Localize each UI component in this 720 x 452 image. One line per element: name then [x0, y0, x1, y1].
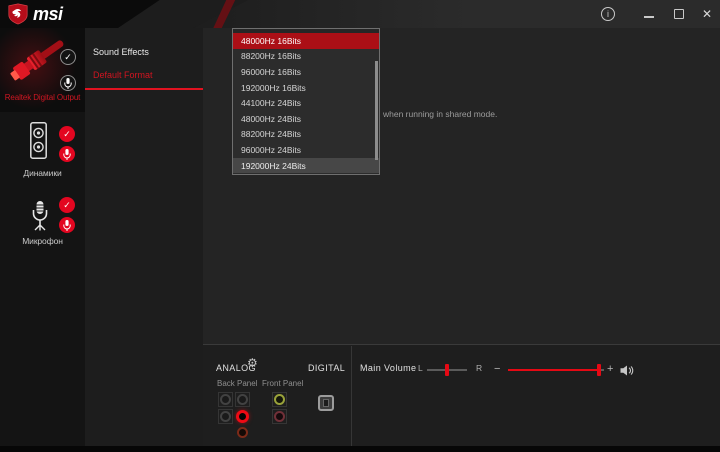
msi-shield-icon: [8, 3, 28, 25]
format-description-text: when running in shared mode.: [383, 109, 498, 119]
dropdown-option-label: 88200Hz 16Bits: [241, 51, 302, 62]
back-jack-3[interactable]: [218, 409, 233, 424]
jack-ring: [220, 394, 231, 405]
default-comm-device-badge: [60, 75, 76, 91]
default-comm-device-badge: [59, 217, 75, 233]
jack-ring: [237, 427, 248, 438]
tab-sound-effects[interactable]: Sound Effects: [93, 47, 149, 57]
device-label: Динамики: [23, 168, 62, 178]
jack-ring: [274, 411, 285, 422]
dropdown-option[interactable]: 88200Hz 16Bits: [233, 49, 379, 65]
gear-icon: ⚙: [247, 356, 258, 370]
check-icon: ✓: [63, 199, 71, 210]
dropdown-option[interactable]: 96000Hz 24Bits: [233, 142, 379, 158]
dropdown-option[interactable]: 192000Hz 16Bits: [233, 80, 379, 96]
device-sidebar: ✓ Realtek Digital Output ✓: [0, 28, 85, 446]
main-volume-label: Main Volume: [360, 363, 417, 373]
back-panel-label: Back Panel: [217, 379, 258, 388]
front-jack-mic[interactable]: [272, 409, 287, 424]
digital-port-inner: [323, 399, 329, 407]
dropdown-partial-item[interactable]: [233, 29, 379, 33]
tab-default-format[interactable]: Default Format: [93, 70, 153, 80]
front-panel-label: Front Panel: [262, 379, 304, 388]
microphone-icon: [32, 201, 48, 231]
close-icon: ✕: [701, 7, 713, 21]
active-jack-ring: [236, 410, 249, 423]
balance-left-label: L: [418, 363, 423, 373]
msi-logo: msi: [7, 3, 63, 25]
close-button[interactable]: ✕: [694, 0, 720, 28]
dropdown-option-label: 192000Hz 24Bits: [241, 160, 306, 171]
digital-port-icon[interactable]: [318, 395, 334, 411]
titlebar: msi i ✕: [0, 0, 720, 28]
dropdown-option[interactable]: 44100Hz 24Bits: [233, 95, 379, 111]
check-icon: ✓: [63, 128, 71, 139]
mic-badge-icon: [63, 219, 71, 231]
dropdown-option-label: 88200Hz 24Bits: [241, 129, 302, 140]
optical-plug-icon: [10, 40, 64, 81]
jack-ring: [237, 394, 248, 405]
digital-section-label: DIGITAL: [308, 363, 346, 373]
dropdown-option[interactable]: 88200Hz 24Bits: [233, 127, 379, 143]
sidebar-item-speakers[interactable]: ✓ Динамики: [0, 112, 85, 190]
jack-and-volume-panel: ANALOG ⚙ DIGITAL Back Panel Front Panel …: [203, 344, 720, 446]
device-label: Микрофон: [22, 236, 63, 246]
main-content: when running in shared mode. 48000Hz 16B…: [203, 28, 720, 344]
bottom-edge-strip: [0, 446, 720, 452]
dropdown-option[interactable]: 96000Hz 16Bits: [233, 64, 379, 80]
default-device-check-badge: ✓: [59, 126, 75, 142]
back-jack-bottom[interactable]: [237, 427, 248, 438]
mic-badge-icon: [63, 148, 71, 160]
dropdown-option-label: 96000Hz 24Bits: [241, 144, 302, 155]
back-jack-active[interactable]: [235, 409, 250, 424]
dropdown-option[interactable]: 48000Hz 16Bits: [233, 33, 379, 49]
sidebar-item-microphone[interactable]: ✓ Микрофон: [0, 190, 85, 274]
back-jack-1[interactable]: [218, 392, 233, 407]
active-tab-underline: [85, 88, 203, 90]
speaker-mute-icon[interactable]: [620, 365, 634, 376]
msi-wordmark: msi: [33, 4, 63, 24]
check-icon: ✓: [64, 51, 72, 62]
balance-slider-thumb[interactable]: [445, 364, 449, 376]
balance-right-label: R: [476, 363, 483, 373]
dropdown-option-label: 192000Hz 16Bits: [241, 82, 306, 93]
maximize-button[interactable]: [666, 0, 692, 28]
default-device-check-badge: ✓: [59, 197, 75, 213]
dropdown-option-label: 48000Hz 24Bits: [241, 113, 302, 124]
jack-ring: [274, 394, 285, 405]
speakers-icon: [30, 122, 47, 159]
dropdown-option-label: 96000Hz 16Bits: [241, 66, 302, 77]
minimize-icon: [644, 16, 654, 18]
back-jack-2[interactable]: [235, 392, 250, 407]
mic-badge-icon: [64, 77, 72, 89]
info-icon: i: [601, 7, 615, 21]
volume-down-button[interactable]: −: [494, 363, 501, 375]
sample-rate-dropdown: 48000Hz 16Bits 88200Hz 16Bits 96000Hz 16…: [232, 28, 380, 175]
minimize-button[interactable]: [636, 0, 662, 28]
maximize-icon: [674, 9, 684, 19]
volume-slider-thumb[interactable]: [597, 364, 601, 376]
volume-slider-fill: [508, 369, 598, 371]
sidebar-item-realtek-digital-output[interactable]: ✓ Realtek Digital Output: [0, 28, 85, 112]
dropdown-option-label: 44100Hz 24Bits: [241, 98, 302, 109]
default-comm-device-badge: [59, 146, 75, 162]
panel-divider: [351, 346, 352, 446]
info-button[interactable]: i: [594, 0, 622, 28]
device-label: Realtek Digital Output: [4, 93, 81, 102]
dropdown-scrollbar[interactable]: [375, 61, 378, 160]
dropdown-option[interactable]: 192000Hz 24Bits: [233, 157, 379, 174]
volume-up-button[interactable]: +: [607, 363, 614, 375]
analog-section-label: ANALOG: [216, 363, 256, 373]
default-device-check-badge: ✓: [60, 49, 76, 65]
settings-menu: Sound Effects Default Format: [85, 28, 203, 446]
dropdown-option-label: 48000Hz 16Bits: [241, 35, 302, 46]
jack-ring: [220, 411, 231, 422]
dropdown-option[interactable]: 48000Hz 24Bits: [233, 111, 379, 127]
front-jack-lineout[interactable]: [272, 392, 287, 407]
connector-settings-button[interactable]: ⚙: [247, 357, 258, 369]
